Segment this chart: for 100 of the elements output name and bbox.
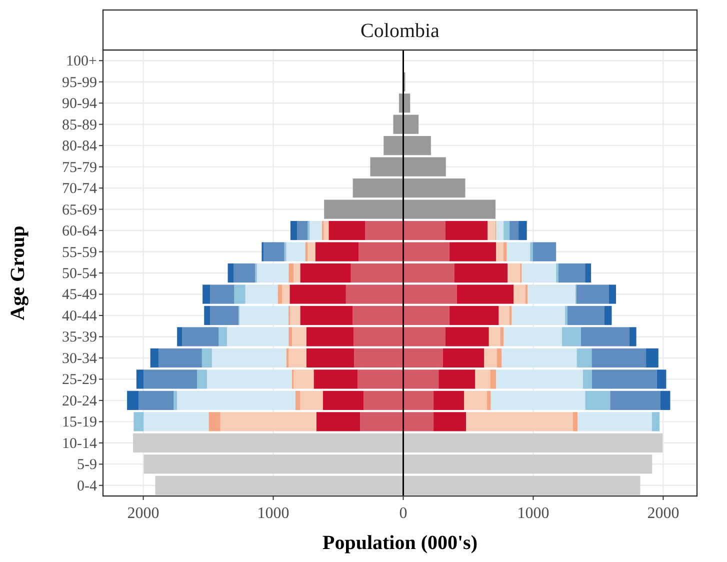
bar [578,412,652,432]
bar [300,263,351,283]
bar [522,263,556,283]
bar [144,370,197,389]
bar [328,220,366,240]
bar [466,412,573,432]
bar [264,242,284,262]
bar [286,242,306,262]
bar [316,412,360,432]
bar [227,327,289,346]
bar [206,370,292,389]
bar [292,327,306,346]
bar [510,220,519,240]
bar [475,370,490,389]
y-tick-label: 50-54 [62,266,98,282]
bar [306,348,354,368]
bar [629,327,636,346]
bar [288,348,306,368]
x-tick-label: 1000 [257,505,290,522]
y-tick-label: 90-94 [62,96,98,112]
y-tick-label: 40-44 [62,308,98,324]
y-tick-label: 5-9 [77,457,97,474]
bar [514,284,526,304]
bar [234,284,246,304]
bar [174,390,178,410]
bar [297,220,308,240]
bar [282,284,290,304]
bar [660,390,670,410]
bar [567,306,604,326]
y-tick-label: 15-19 [62,414,97,431]
bar [558,263,586,283]
bar [158,348,202,368]
x-tick-label: 0 [399,505,408,522]
bar [300,306,353,326]
bar [592,348,646,368]
y-tick-label: 65-69 [62,202,97,218]
bar [610,390,660,410]
bar [509,306,512,326]
bar [315,242,359,262]
bar [305,242,308,262]
bar [576,284,609,304]
bar [652,412,660,432]
bar [136,370,144,389]
bar [442,348,484,368]
bar [306,327,354,346]
y-axis-title: Age Group [7,226,29,320]
y-tick-label: 30-34 [62,350,98,367]
bar [504,220,510,240]
bar [234,263,256,283]
bar [290,306,300,326]
bar [576,348,592,368]
y-tick-label: 35-39 [62,330,97,346]
y-tick-label: 95-99 [62,74,97,91]
bar [434,390,464,410]
bar [456,284,514,304]
bar [290,220,298,240]
x-axis-title: Population (000's) [322,532,478,554]
bar [300,390,323,410]
bar [562,327,581,346]
bar [512,306,566,326]
bar [530,242,533,262]
bar [518,220,527,240]
bar [294,263,300,283]
bar [528,284,576,304]
y-tick-label: 75-79 [62,160,97,176]
bar [445,220,488,240]
bar [294,370,314,389]
y-tick-label: 80-84 [62,138,98,155]
bar [486,390,491,410]
bar [445,327,489,346]
y-tick-label: 45-49 [62,287,97,304]
bar [308,242,316,262]
bar [212,348,286,368]
y-tick-label: 0-4 [77,478,98,494]
bar [496,370,583,389]
x-tick-label: 1000 [517,505,550,522]
bar [218,327,227,346]
bar [182,327,219,346]
bar [134,412,144,432]
bar [585,390,610,410]
x-tick-label: 2000 [647,505,680,522]
y-tick-label: 10-14 [62,436,98,452]
bar [256,263,289,283]
bar [127,390,139,410]
bar [220,412,316,432]
bar [288,263,294,283]
chart-title: Colombia [360,20,440,42]
bar [144,412,209,432]
bar [604,306,612,326]
bar [290,284,346,304]
bar [322,390,364,410]
bar [572,412,578,432]
bar [502,348,577,368]
bar [496,348,502,368]
bar [324,220,329,240]
bar [177,327,182,346]
bar [580,327,630,346]
bar [288,327,292,346]
bar [646,348,658,368]
bar [450,306,499,326]
